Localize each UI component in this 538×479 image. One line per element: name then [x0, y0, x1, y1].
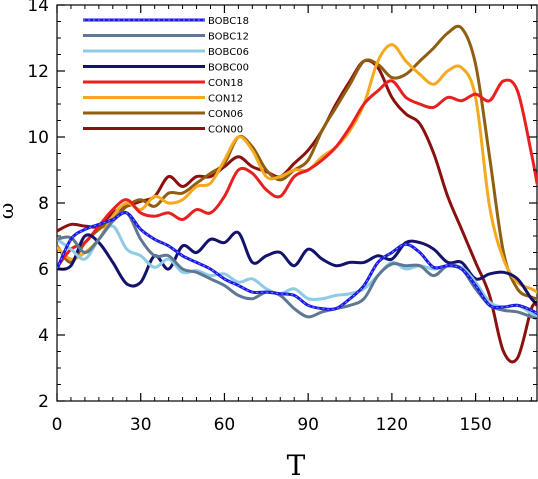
x-tick-label: 120	[376, 415, 408, 435]
x-axis-title: T	[287, 449, 306, 479]
y-axis-title: ω	[0, 203, 18, 219]
y-tick-label: 12	[27, 62, 49, 82]
legend-label-bobc18: BOBC18	[208, 16, 249, 27]
y-tick-label: 2	[38, 392, 49, 412]
series-line-bobc00	[57, 230, 537, 306]
x-tick-label: 150	[459, 415, 491, 435]
y-tick-label: 14	[27, 0, 49, 16]
y-tick-label: 4	[38, 326, 49, 346]
series-layer	[57, 24, 537, 364]
x-tick-label: 60	[214, 415, 236, 435]
legend-label-con18: CON18	[208, 78, 243, 89]
ticks-layer: 0 30 60 90 120 150 2 4 6 8 10 12 14	[27, 0, 537, 435]
series-line-dash-bobc18	[57, 212, 537, 314]
y-tick-label: 10	[27, 128, 49, 148]
y-tick-label: 8	[38, 194, 49, 214]
legend-label-bobc00: BOBC00	[208, 63, 249, 74]
x-tick-label: 90	[297, 415, 319, 435]
series-line-con00	[57, 58, 537, 364]
legend-label-bobc12: BOBC12	[208, 32, 249, 43]
series-line-con18	[57, 78, 537, 269]
legend-label-con00: CON00	[208, 125, 243, 136]
x-tick-label: 30	[130, 415, 152, 435]
legend-label-con06: CON06	[208, 109, 243, 120]
legend: BOBC18 BOBC12 BOBC06 BOBC00 CON18 CON12 CON06 C…	[83, 16, 249, 136]
series-line-con06	[57, 24, 537, 301]
y-tick-label: 6	[38, 260, 49, 280]
legend-label-bobc06: BOBC06	[208, 47, 249, 58]
legend-label-con12: CON12	[208, 94, 243, 105]
x-tick-label: 0	[52, 415, 63, 435]
